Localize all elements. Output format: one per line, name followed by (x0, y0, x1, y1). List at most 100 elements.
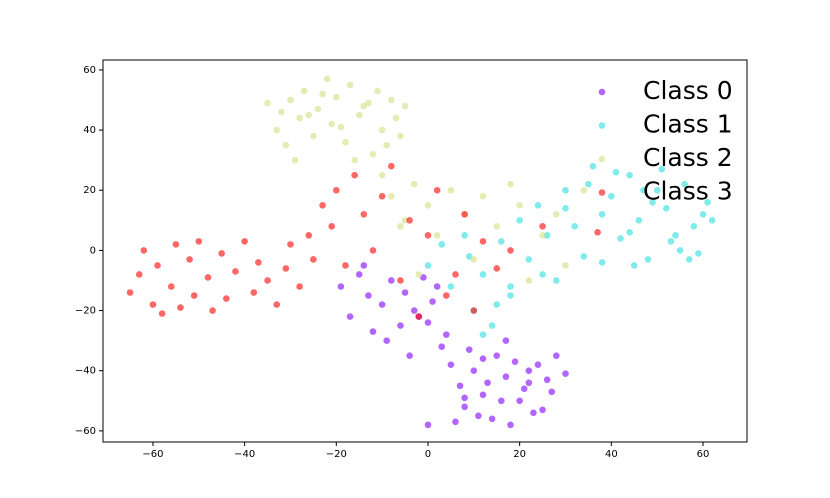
data-point (186, 256, 193, 263)
data-point (498, 238, 505, 245)
x-tick-label: 0 (425, 449, 431, 460)
data-point (406, 217, 413, 224)
data-point (493, 265, 501, 272)
data-point (562, 186, 569, 194)
data-point (571, 223, 578, 230)
x-tick-label: 20 (513, 449, 526, 460)
data-point (305, 232, 313, 239)
data-point (351, 171, 358, 179)
y-tick-label: −40 (75, 366, 96, 377)
data-point (594, 229, 601, 236)
data-point (154, 262, 161, 269)
y-tick-label: 0 (90, 245, 96, 256)
data-point (438, 241, 446, 248)
data-point (667, 238, 675, 245)
data-point (424, 232, 432, 239)
data-point (264, 99, 271, 107)
data-point (360, 262, 368, 269)
data-point (676, 247, 684, 254)
data-point (333, 186, 340, 194)
y-tick-label: 60 (83, 65, 96, 76)
plot-frame (102, 59, 748, 443)
data-point (534, 361, 542, 368)
data-point (305, 111, 313, 119)
data-point (704, 198, 711, 206)
data-point (273, 126, 281, 134)
data-point (447, 283, 455, 290)
data-point (369, 328, 377, 335)
legend-label: Class 0 (643, 76, 733, 105)
data-point (378, 192, 386, 200)
data-point (319, 90, 326, 98)
data-point (630, 262, 638, 269)
data-point (378, 126, 386, 134)
data-point (484, 379, 491, 387)
data-point (635, 217, 643, 224)
data-point (456, 382, 464, 390)
data-point (488, 322, 496, 329)
data-point (516, 217, 523, 224)
x-tick-label: 40 (605, 449, 618, 460)
data-point (424, 421, 432, 429)
legend-label: Class 2 (643, 143, 733, 172)
data-point (493, 223, 501, 230)
data-point (617, 235, 624, 242)
data-point (397, 322, 404, 329)
data-point (452, 271, 459, 278)
data-point (516, 201, 523, 209)
data-point (479, 331, 487, 338)
data-point (649, 198, 656, 206)
data-point (319, 201, 326, 209)
data-point (553, 352, 560, 359)
data-point (507, 180, 514, 188)
data-point (209, 307, 216, 314)
data-point (429, 298, 436, 305)
data-point (644, 256, 652, 263)
data-point (424, 319, 432, 326)
data-point (507, 247, 514, 254)
data-point (310, 132, 317, 140)
data-point (401, 217, 409, 224)
data-point (580, 186, 588, 194)
data-point (190, 292, 198, 299)
data-point (392, 114, 400, 122)
data-point (232, 268, 239, 275)
data-point (626, 229, 633, 236)
data-point (443, 331, 450, 338)
data-point (507, 292, 514, 299)
data-point (433, 186, 441, 194)
legend-marker (598, 155, 606, 163)
data-point (470, 256, 478, 263)
data-point (433, 232, 441, 239)
data-point (296, 114, 303, 122)
data-point (287, 96, 294, 104)
y-tick-label: 40 (83, 125, 96, 136)
x-tick-label: −20 (326, 449, 347, 460)
data-point (328, 120, 336, 128)
x-tick-label: 60 (697, 449, 710, 460)
data-point (539, 406, 546, 414)
data-point (424, 262, 432, 269)
data-point (511, 358, 519, 365)
data-point (580, 253, 588, 260)
data-point (475, 412, 482, 420)
data-point (690, 223, 698, 230)
data-point (608, 192, 615, 200)
data-point (612, 168, 620, 176)
legend-marker (598, 122, 606, 129)
data-point (539, 232, 546, 239)
data-point (355, 111, 363, 119)
data-point (369, 150, 377, 158)
data-point (323, 75, 331, 83)
data-point (626, 171, 633, 179)
data-point (388, 96, 395, 104)
data-point (548, 388, 556, 396)
data-point (653, 186, 661, 194)
data-point (415, 271, 423, 278)
data-point (479, 271, 487, 278)
data-point (172, 241, 180, 248)
data-point (507, 421, 514, 429)
data-point (383, 141, 391, 149)
data-point (273, 301, 281, 308)
